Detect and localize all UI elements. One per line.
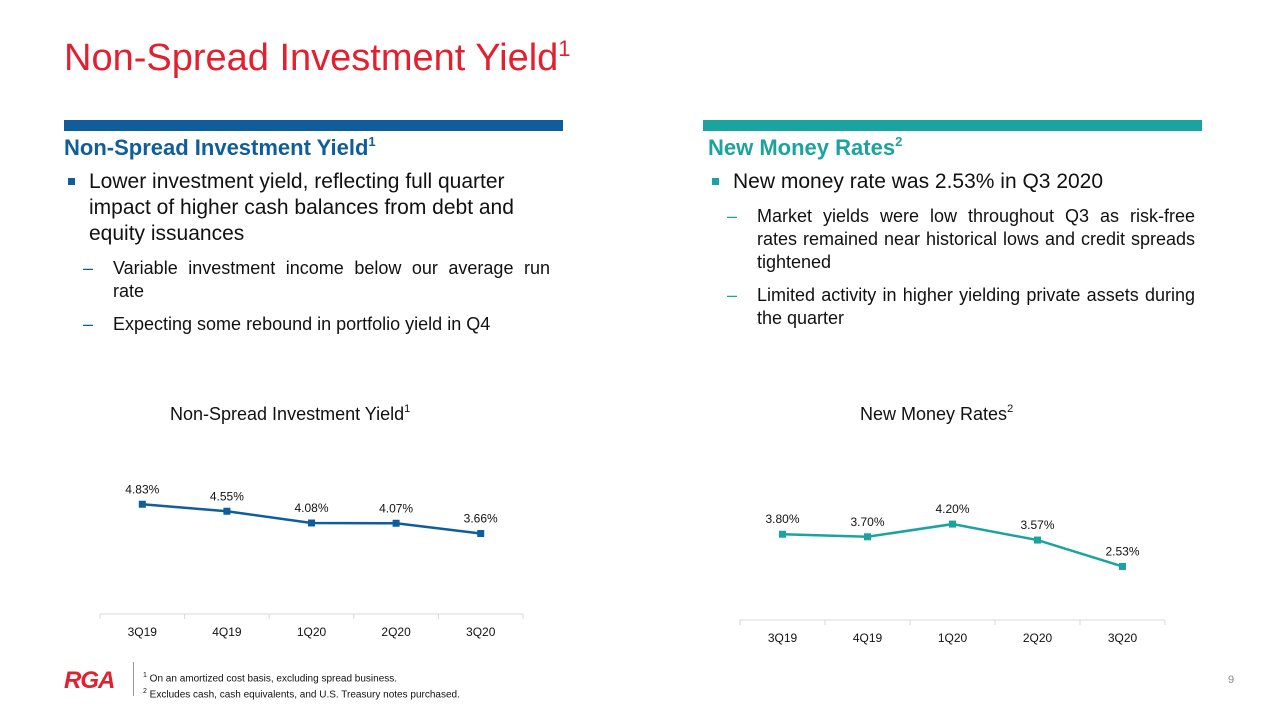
sub-bullet-text: Market yields were low throughout Q3 as … (757, 206, 1195, 272)
data-point (138, 500, 146, 508)
data-point (477, 530, 485, 537)
right-section-heading: New Money Rates2 (708, 134, 903, 160)
x-tick-label: 3Q19 (128, 625, 158, 639)
page-number: 9 (1228, 674, 1235, 686)
x-tick-label: 4Q19 (212, 625, 242, 639)
sub-bullet-item: – Limited activity in higher yielding pr… (709, 284, 1195, 330)
sub-bullet-text: Limited activity in higher yielding priv… (757, 285, 1195, 328)
data-point (223, 507, 231, 515)
footnotes: 1 On an amortized cost basis, excluding … (143, 669, 460, 702)
x-tick-label: 1Q20 (938, 631, 968, 645)
data-point (1119, 562, 1126, 570)
data-point (779, 530, 786, 538)
dash-bullet-icon: – (727, 285, 738, 305)
x-tick-label: 3Q20 (1108, 631, 1138, 645)
data-label: 3.66% (464, 512, 498, 526)
left-section-bar (64, 120, 563, 131)
rga-logo: RGA (64, 667, 115, 692)
series-line (782, 522, 1123, 568)
sub-bullet-item: – Market yields were low throughout Q3 a… (709, 205, 1195, 274)
data-label: 2.53% (1105, 544, 1139, 558)
x-tick-label: 3Q19 (768, 631, 798, 645)
data-label: 3.80% (765, 512, 799, 526)
data-label: 4.08% (294, 501, 328, 515)
right-section-bar (703, 120, 1202, 131)
bullet-item: New money rate was 2.53% in Q3 2020 (709, 169, 1195, 195)
footer-divider (133, 662, 134, 696)
x-tick-label: 3Q20 (466, 625, 496, 639)
sub-bullet-text: Variable investment income below our ave… (113, 258, 550, 301)
sub-bullet-text: Expecting some rebound in portfolio yiel… (113, 314, 491, 334)
data-point (308, 519, 315, 527)
data-label: 3.70% (850, 515, 884, 529)
data-label: 4.83% (125, 482, 159, 496)
left-bullet-list: Lower investment yield, reflecting full … (65, 169, 550, 336)
data-label: 4.55% (210, 489, 244, 503)
left-section-heading: Non-Spread Investment Yield1 (64, 134, 376, 160)
dash-bullet-icon: – (83, 314, 94, 334)
svg-text:RGA: RGA (64, 667, 114, 692)
data-point (1034, 536, 1041, 544)
left-chart-title: Non-Spread Investment Yield1 (170, 403, 411, 424)
data-label: 4.20% (935, 502, 969, 516)
square-bullet-icon (68, 178, 75, 185)
sub-bullet-item: – Expecting some rebound in portfolio yi… (65, 313, 550, 336)
bullet-item: Lower investment yield, reflecting full … (65, 169, 550, 247)
x-tick-label: 1Q20 (297, 625, 327, 639)
x-tick-label: 2Q20 (381, 625, 411, 639)
square-bullet-icon (712, 178, 719, 185)
bullet-text: New money rate was 2.53% in Q3 2020 (733, 170, 1104, 193)
non-spread-yield-chart: 4.83% 4.55% 4.08% 4.07% 3.66% 3Q19 4Q19 1Q20 2Q2… (99, 482, 524, 639)
right-bullet-list: New money rate was 2.53% in Q3 2020 – Ma… (709, 169, 1195, 330)
data-point (392, 519, 400, 527)
sub-bullet-item: – Variable investment income below our a… (65, 257, 550, 303)
bullet-text: Lower investment yield, reflecting full … (89, 170, 514, 245)
data-point (949, 520, 956, 528)
footnote-1: 1 On an amortized cost basis, excluding … (143, 672, 398, 685)
x-tick-label: 4Q19 (853, 631, 883, 645)
right-chart-title: New Money Rates2 (860, 403, 1014, 424)
dash-bullet-icon: – (727, 206, 738, 226)
dash-bullet-icon: – (83, 258, 94, 278)
page-title: Non-Spread Investment Yield1 (64, 36, 571, 79)
x-tick-label: 2Q20 (1023, 631, 1053, 645)
data-label: 3.57% (1020, 518, 1054, 532)
data-label: 4.07% (379, 501, 413, 515)
footnote-2: 2 Excludes cash, cash equivalents, and U… (143, 688, 460, 701)
data-point (864, 533, 871, 541)
new-money-rates-chart: 3.80% 3.70% 4.20% 3.57% 2.53% 3Q19 4Q19 1Q20 2Q2… (739, 502, 1166, 645)
